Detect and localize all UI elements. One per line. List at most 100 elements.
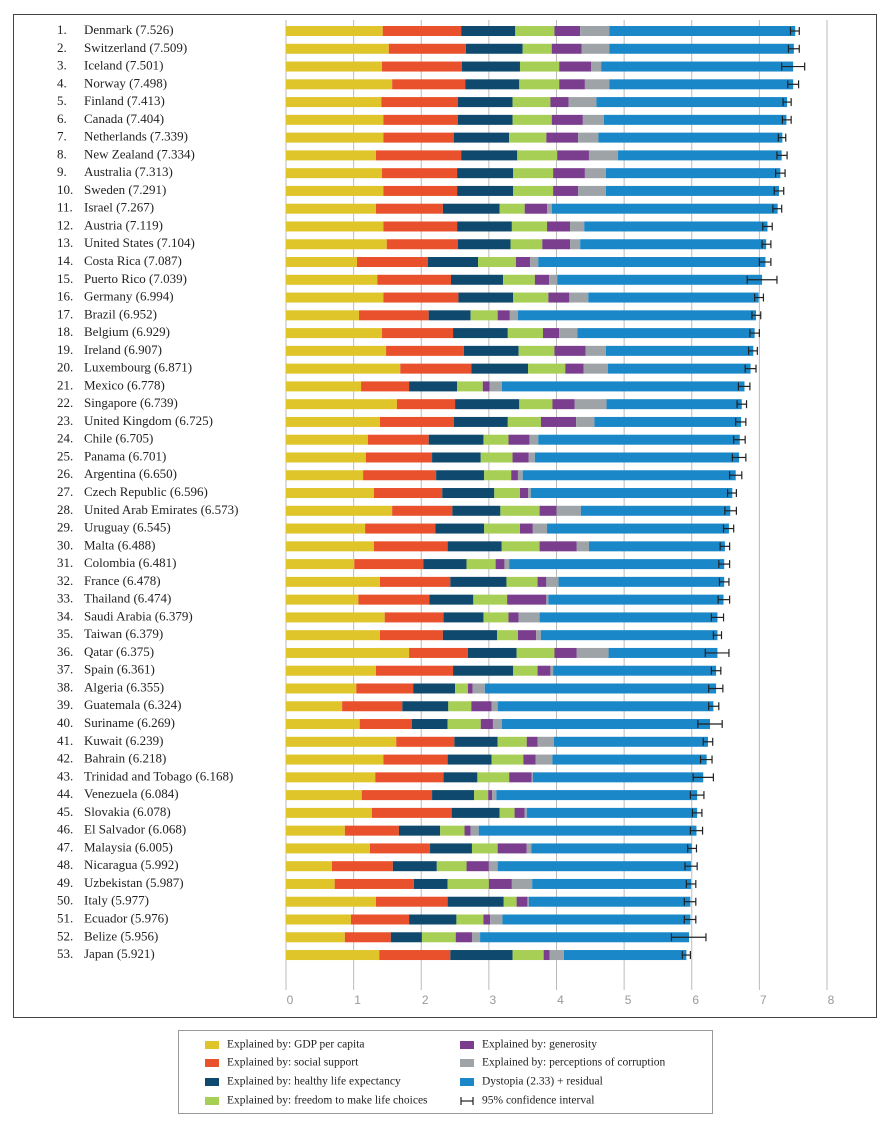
bar-segment — [383, 114, 458, 125]
x-tick-label: 0 — [287, 993, 294, 1007]
bar-segment — [286, 434, 368, 445]
bar-segment — [532, 772, 704, 783]
rank-label: 42. — [57, 751, 73, 766]
category-label: Denmark (7.526) — [84, 22, 174, 37]
category-label: Japan (5.921) — [84, 946, 155, 961]
bar-segment — [526, 843, 532, 854]
bar-segment — [383, 132, 454, 143]
rank-label: 47. — [57, 839, 73, 854]
bar-segment — [517, 310, 756, 321]
bar-segment — [286, 665, 376, 676]
bar-segment — [501, 719, 711, 730]
legend-swatch — [460, 1078, 474, 1086]
rank-label: 46. — [57, 822, 73, 837]
category-label: Argentina (6.650) — [84, 466, 177, 481]
bar-segment — [514, 807, 525, 818]
category-label: Belize (5.956) — [84, 928, 158, 943]
x-tick-label: 5 — [625, 993, 632, 1007]
bar-segment — [557, 150, 589, 161]
bar-segment — [565, 363, 584, 374]
bar-segment — [497, 736, 527, 747]
bar-segment — [578, 132, 599, 143]
x-tick-label: 1 — [354, 993, 361, 1007]
bar-segment — [375, 665, 454, 676]
bar-segment — [455, 932, 472, 943]
bar-segment — [428, 434, 484, 445]
category-label: Canada (7.404) — [84, 111, 164, 126]
bar-segment — [286, 790, 362, 801]
category-label: Netherlands (7.339) — [84, 129, 188, 144]
bar-segment — [512, 97, 551, 108]
bar-segment — [409, 647, 468, 658]
error-bar — [697, 720, 723, 729]
bar-segment — [447, 896, 504, 907]
bar-segment — [570, 221, 585, 232]
error-bar — [722, 524, 735, 533]
bar-segment — [488, 878, 512, 889]
bar-segment — [507, 328, 543, 339]
bar-segment — [511, 878, 533, 889]
rank-label: 17. — [57, 306, 73, 321]
bar-segment — [286, 150, 376, 161]
bar-segment — [504, 559, 510, 570]
bar-segment — [548, 594, 724, 605]
bar-segment — [453, 416, 508, 427]
rank-label: 34. — [57, 608, 73, 623]
bar-segment — [451, 274, 504, 285]
bar-segment — [534, 274, 550, 285]
bar-segment — [286, 914, 351, 925]
bar-segment — [286, 79, 393, 90]
bar-segment — [471, 932, 481, 943]
bar-segment — [516, 896, 528, 907]
error-bar — [761, 240, 772, 249]
bar-segment — [286, 683, 357, 694]
bar-segment — [540, 416, 577, 427]
error-bar — [712, 631, 723, 640]
bar-segment — [507, 416, 541, 427]
bar-segment — [549, 950, 564, 961]
bar-segment — [517, 470, 523, 481]
bar-segment — [286, 736, 397, 747]
bar-segment — [536, 630, 541, 641]
bar-segment — [551, 203, 778, 214]
bar-segment — [383, 185, 458, 196]
bar-segment — [356, 683, 414, 694]
bar-segment — [568, 97, 597, 108]
category-label: New Zealand (7.334) — [84, 146, 195, 161]
error-bar — [718, 577, 730, 586]
error-bar — [782, 98, 792, 107]
bar-segment — [286, 221, 384, 232]
bar-segment — [491, 754, 524, 765]
bar-segment — [538, 257, 766, 268]
bar-segment — [518, 612, 540, 623]
bar-segment — [436, 470, 485, 481]
error-bar — [781, 62, 806, 71]
bar-segment — [513, 168, 554, 179]
bar-segment — [557, 274, 763, 285]
bar-segment — [558, 576, 725, 587]
bar-segment — [392, 861, 437, 872]
bar-segment — [383, 292, 459, 303]
bar-segment — [453, 132, 510, 143]
legend-label: Dystopia (2.33) + residual — [482, 1076, 603, 1088]
bar-segment — [286, 43, 389, 54]
rank-label: 33. — [57, 591, 73, 606]
legend-swatch — [205, 1059, 219, 1067]
rank-label: 7. — [57, 129, 67, 144]
category-label: Thailand (6.474) — [84, 591, 171, 606]
bar-segment — [361, 381, 410, 392]
error-bar — [744, 364, 757, 373]
error-bar — [733, 435, 746, 444]
bar-segment — [473, 594, 508, 605]
category-label: Slovakia (6.078) — [84, 804, 171, 819]
bar-segment — [286, 26, 383, 36]
error-bar — [749, 329, 760, 338]
bar-segment — [503, 274, 535, 285]
error-bar — [685, 879, 697, 888]
bar-segment — [605, 345, 754, 356]
bar-segment — [590, 61, 602, 72]
error-bar — [704, 648, 730, 657]
bar-segment — [466, 861, 489, 872]
bar-segment — [530, 488, 733, 499]
error-bar — [773, 186, 785, 195]
